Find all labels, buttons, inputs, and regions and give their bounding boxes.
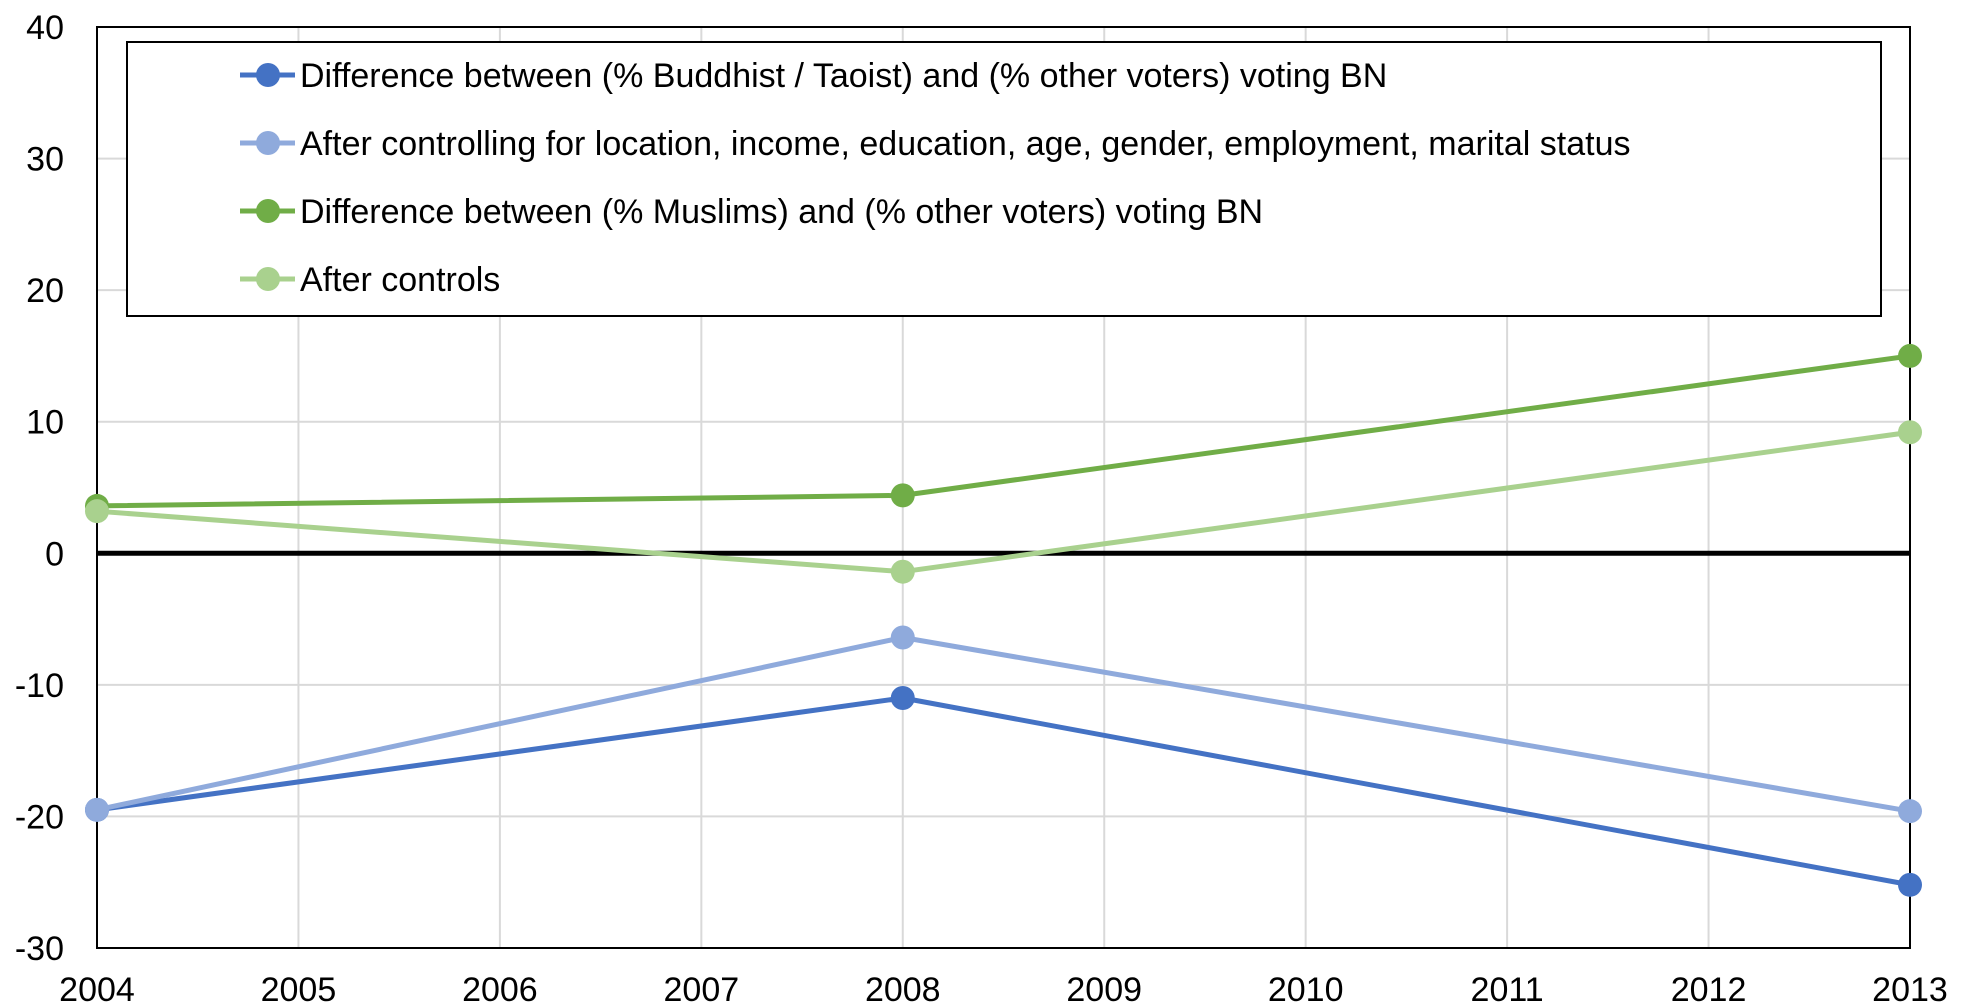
legend-label: Difference between (% Muslims) and (% ot… [300,193,1263,231]
legend-label: After controls [300,261,500,299]
y-tick-label: 20 [26,272,64,310]
legend-item: After controls [240,261,500,299]
data-point [85,797,109,822]
y-tick-label: 40 [26,9,64,47]
legend-marker [256,131,280,155]
data-point [85,499,109,524]
data-point [890,559,915,584]
data-point [1898,343,1922,368]
y-tick-label: -20 [15,798,64,836]
x-tick-label: 2009 [1066,971,1142,1007]
series-4 [85,420,1922,584]
y-tick-label: 30 [26,141,64,179]
x-tick-label: 2008 [865,971,941,1007]
legend-marker [256,63,280,87]
data-point [1898,420,1922,445]
data-point [890,686,915,711]
legend-item: Difference between (% Buddhist / Taoist)… [240,57,1387,95]
data-point [890,483,915,508]
legend-item: After controlling for location, income, … [240,125,1630,163]
y-tick-label: 10 [26,404,64,442]
data-point [1898,799,1922,824]
axes [96,26,1911,949]
x-tick-label: 2011 [1471,971,1544,1007]
legend-label: After controlling for location, income, … [300,125,1630,163]
plot-area-border [96,26,1911,949]
y-tick-label: -30 [15,930,64,968]
y-tick-label: -10 [15,667,64,705]
legend-item: Difference between (% Muslims) and (% ot… [240,193,1263,231]
x-tick-label: 2006 [462,971,538,1007]
series-2 [85,625,1922,824]
data-point [890,625,915,650]
legend: Difference between (% Buddhist / Taoist)… [126,41,1882,317]
y-tick-label: 0 [45,535,64,573]
data-point [1898,872,1922,897]
x-tick-label: 2004 [59,971,135,1007]
legend-marker [256,199,280,223]
tick-labels: -30 -20 -10 0 10 20 30 40 2004 2005 2006 2007 2008 20… [15,9,1948,1007]
x-tick-label: 2012 [1671,971,1747,1007]
x-tick-label: 2013 [1872,971,1948,1007]
x-tick-label: 2007 [664,971,740,1007]
legend-label: Difference between (% Buddhist / Taoist)… [300,57,1387,95]
series-group [85,343,1922,897]
legend-marker [256,267,280,291]
legend-box [126,41,1882,317]
x-tick-label: 2010 [1268,971,1344,1007]
x-tick-label: 2005 [261,971,337,1007]
